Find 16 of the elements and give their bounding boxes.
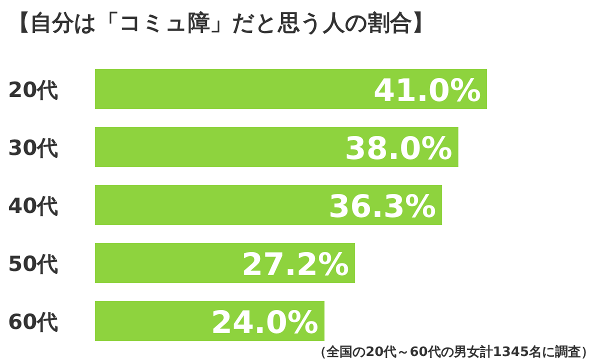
bar bbox=[95, 243, 356, 283]
y-tick-label: 20代 bbox=[8, 78, 58, 102]
y-tick-label: 40代 bbox=[8, 194, 58, 218]
y-tick-label: 60代 bbox=[8, 310, 58, 334]
y-tick-label: 30代 bbox=[8, 136, 58, 160]
y-tick-label: 50代 bbox=[8, 252, 58, 276]
data-label: 41.0% bbox=[373, 73, 481, 109]
bar bbox=[95, 69, 487, 109]
bar bbox=[95, 185, 442, 225]
data-label: 27.2% bbox=[242, 247, 350, 283]
data-label: 24.0% bbox=[210, 305, 318, 341]
data-label: 38.0% bbox=[344, 131, 452, 167]
annotation: （全国の20代～60代の男女計1345名に調査） bbox=[314, 344, 594, 360]
bar bbox=[95, 127, 458, 167]
chart-title: 【自分は「コミュ障」だと思う人の割合】 bbox=[8, 10, 434, 36]
data-label: 36.3% bbox=[328, 189, 436, 225]
